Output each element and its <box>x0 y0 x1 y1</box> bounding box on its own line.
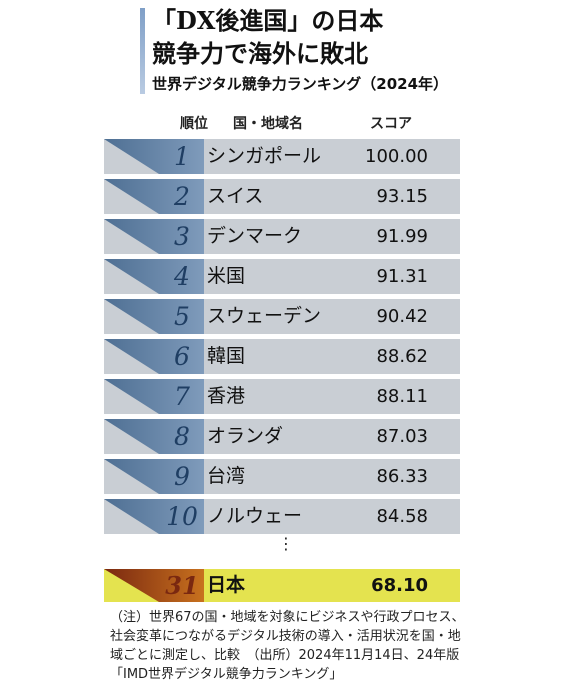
row-score: 88.11 <box>376 386 428 407</box>
row-country-name: 台湾 <box>207 465 246 487</box>
ranking-row: 5 スウェーデン 90.42 <box>104 299 460 334</box>
highlight-rank: 31 <box>165 571 199 600</box>
ranking-row: 7 香港 88.11 <box>104 379 460 414</box>
row-score: 84.58 <box>376 506 428 527</box>
header-score: スコア <box>370 116 412 132</box>
ranking-row: 4 米国 91.31 <box>104 259 460 294</box>
row-score: 91.31 <box>376 266 428 287</box>
row-rank: 8 <box>174 422 190 451</box>
row-country-name: 米国 <box>207 265 246 287</box>
row-rank: 2 <box>174 182 190 211</box>
row-rank: 10 <box>166 502 198 531</box>
ranking-row: 6 韓国 88.62 <box>104 339 460 374</box>
header-country: 国・地域名 <box>233 116 303 132</box>
title-line-1: 「DX後進国」の日本 <box>152 6 384 35</box>
ranking-row: 1 シンガポール 100.00 <box>104 139 460 174</box>
row-score: 93.15 <box>376 186 428 207</box>
row-country-name: 韓国 <box>207 345 246 367</box>
ranking-row: 9 台湾 86.33 <box>104 459 460 494</box>
row-rank: 3 <box>174 222 190 251</box>
chart-subtitle: 世界デジタル競争力ランキング（2024年） <box>152 75 448 93</box>
title-line-2: 競争力で海外に敗北 <box>152 39 368 68</box>
row-rank: 1 <box>174 142 190 171</box>
highlight-name: 日本 <box>207 574 246 596</box>
row-rank: 4 <box>174 262 190 291</box>
ranking-row: 8 オランダ 87.03 <box>104 419 460 454</box>
chart-title: 「DX後進国」の日本 競争力で海外に敗北 <box>152 4 383 70</box>
title-accent-bar <box>140 8 145 94</box>
row-rank: 9 <box>174 462 190 491</box>
ranking-row: 2 スイス 93.15 <box>104 179 460 214</box>
ranking-row: 10 ノルウェー 84.58 <box>104 499 460 534</box>
footnote: （注）世界67の国・地域を対象にビジネスや行政プロセス、社会変革につながるデジタ… <box>110 610 465 682</box>
ellipsis-marker: ⋮ <box>278 534 294 553</box>
row-score: 91.99 <box>376 226 428 247</box>
row-country-name: スウェーデン <box>207 305 322 327</box>
row-country-name: シンガポール <box>207 145 322 167</box>
row-country-name: 香港 <box>207 385 246 407</box>
row-score: 88.62 <box>376 346 428 367</box>
row-rank: 5 <box>174 302 190 331</box>
row-country-name: スイス <box>207 185 264 207</box>
row-rank: 7 <box>174 382 190 411</box>
highlight-score: 68.10 <box>371 575 428 596</box>
row-score: 90.42 <box>376 306 428 327</box>
highlight-row-japan: 31 日本 68.10 <box>104 569 460 602</box>
header-rank: 順位 <box>180 116 208 132</box>
row-score: 100.00 <box>365 146 428 167</box>
row-rank: 6 <box>174 342 190 371</box>
row-score: 87.03 <box>376 426 428 447</box>
row-score: 86.33 <box>376 466 428 487</box>
row-country-name: オランダ <box>207 425 284 447</box>
row-country-name: デンマーク <box>207 225 303 247</box>
ranking-row: 3 デンマーク 91.99 <box>104 219 460 254</box>
row-country-name: ノルウェー <box>207 505 303 527</box>
